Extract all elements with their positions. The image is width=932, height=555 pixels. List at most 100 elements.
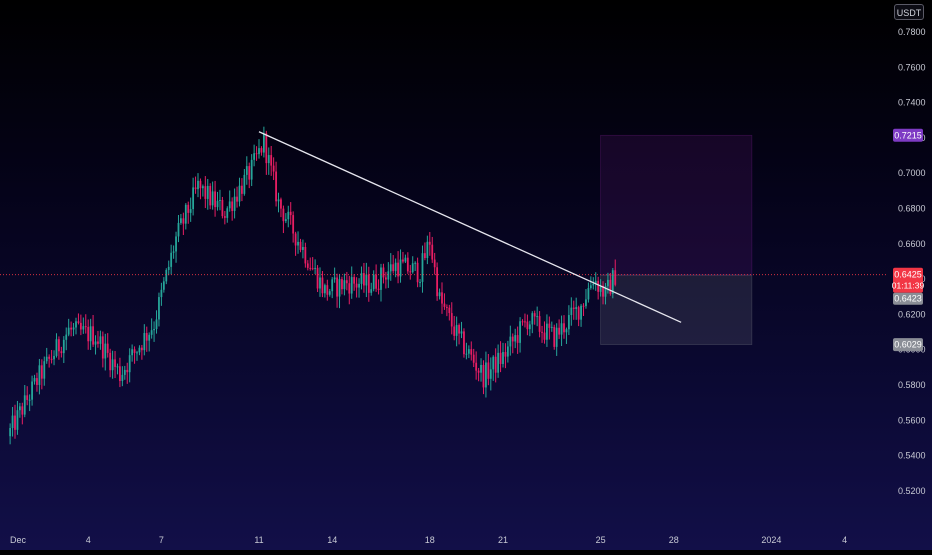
candle[interactable] <box>53 355 55 360</box>
candle[interactable] <box>62 339 65 354</box>
candle[interactable] <box>453 326 456 336</box>
candle[interactable] <box>387 271 390 280</box>
candle[interactable] <box>582 305 585 307</box>
candle[interactable] <box>9 428 12 437</box>
candle[interactable] <box>253 153 256 160</box>
candle[interactable] <box>411 263 414 273</box>
candle[interactable] <box>50 358 53 360</box>
candle[interactable] <box>548 323 551 328</box>
candle[interactable] <box>145 333 148 341</box>
candle[interactable] <box>216 200 219 208</box>
candle[interactable] <box>541 331 543 333</box>
candle[interactable] <box>197 180 199 190</box>
candle[interactable] <box>272 165 275 172</box>
candle[interactable] <box>294 233 297 246</box>
candle[interactable] <box>553 326 556 347</box>
candle[interactable] <box>175 236 177 252</box>
candle[interactable] <box>480 364 482 373</box>
candle[interactable] <box>611 270 614 294</box>
target-zone-box[interactable] <box>600 134 753 276</box>
candle[interactable] <box>538 316 541 332</box>
candle[interactable] <box>209 185 212 206</box>
candle[interactable] <box>577 307 580 320</box>
candle[interactable] <box>426 241 429 259</box>
candle[interactable] <box>270 155 273 166</box>
candle[interactable] <box>472 354 475 363</box>
candle[interactable] <box>353 277 356 284</box>
candle[interactable] <box>489 369 492 379</box>
candle[interactable] <box>343 280 346 290</box>
candle[interactable] <box>131 349 134 356</box>
candle[interactable] <box>282 208 285 222</box>
candle[interactable] <box>65 334 68 340</box>
candle[interactable] <box>485 362 487 388</box>
candle[interactable] <box>226 208 229 218</box>
candle[interactable] <box>607 279 609 287</box>
candle[interactable] <box>223 216 226 218</box>
candle[interactable] <box>182 218 185 224</box>
candle[interactable] <box>331 279 334 292</box>
candle[interactable] <box>587 288 590 300</box>
candle[interactable] <box>487 362 490 379</box>
candle[interactable] <box>460 331 463 334</box>
candle[interactable] <box>336 277 338 297</box>
candle[interactable] <box>580 305 582 320</box>
candle[interactable] <box>221 199 224 217</box>
candle[interactable] <box>258 148 260 155</box>
candle[interactable] <box>43 361 46 379</box>
candle[interactable] <box>592 283 595 286</box>
candle[interactable] <box>262 133 265 153</box>
candle[interactable] <box>394 262 397 272</box>
candle[interactable] <box>397 262 399 277</box>
candle[interactable] <box>560 323 563 335</box>
candle[interactable] <box>536 316 539 318</box>
candle[interactable] <box>609 279 612 294</box>
candle[interactable] <box>155 319 158 329</box>
candle[interactable] <box>109 352 112 371</box>
candle[interactable] <box>148 334 151 341</box>
candle[interactable] <box>228 201 231 209</box>
candle[interactable] <box>433 259 436 268</box>
candle[interactable] <box>497 352 500 373</box>
candle[interactable] <box>594 280 597 284</box>
candle[interactable] <box>309 267 312 269</box>
candle[interactable] <box>297 241 299 246</box>
candle[interactable] <box>116 366 119 368</box>
candle[interactable] <box>328 291 331 295</box>
candle[interactable] <box>123 369 126 375</box>
candle[interactable] <box>416 262 419 283</box>
candle[interactable] <box>528 324 531 330</box>
candle[interactable] <box>250 159 253 180</box>
candle[interactable] <box>180 218 182 223</box>
candle[interactable] <box>189 209 192 213</box>
candle[interactable] <box>33 378 36 382</box>
candle[interactable] <box>443 303 446 307</box>
candle[interactable] <box>589 285 592 289</box>
candle[interactable] <box>567 315 570 330</box>
candle[interactable] <box>314 267 317 269</box>
candle[interactable] <box>238 185 241 202</box>
candle[interactable] <box>402 259 404 262</box>
candle[interactable] <box>70 327 73 330</box>
candle[interactable] <box>265 133 268 164</box>
candle[interactable] <box>153 328 155 331</box>
candle[interactable] <box>550 326 553 328</box>
candle[interactable] <box>84 326 87 328</box>
candle[interactable] <box>40 365 43 379</box>
candle[interactable] <box>97 341 99 344</box>
candle[interactable] <box>150 330 153 335</box>
candle[interactable] <box>406 257 409 272</box>
candle[interactable] <box>563 323 565 333</box>
candle[interactable] <box>360 273 363 284</box>
candle[interactable] <box>321 277 324 294</box>
candle[interactable] <box>204 186 207 199</box>
candle[interactable] <box>72 327 75 330</box>
candle[interactable] <box>543 332 546 340</box>
candle[interactable] <box>445 306 448 308</box>
candle[interactable] <box>341 279 343 290</box>
candle[interactable] <box>126 369 129 373</box>
candle[interactable] <box>546 323 548 340</box>
candle[interactable] <box>441 292 443 304</box>
candle[interactable] <box>177 222 180 237</box>
candle[interactable] <box>231 201 234 211</box>
